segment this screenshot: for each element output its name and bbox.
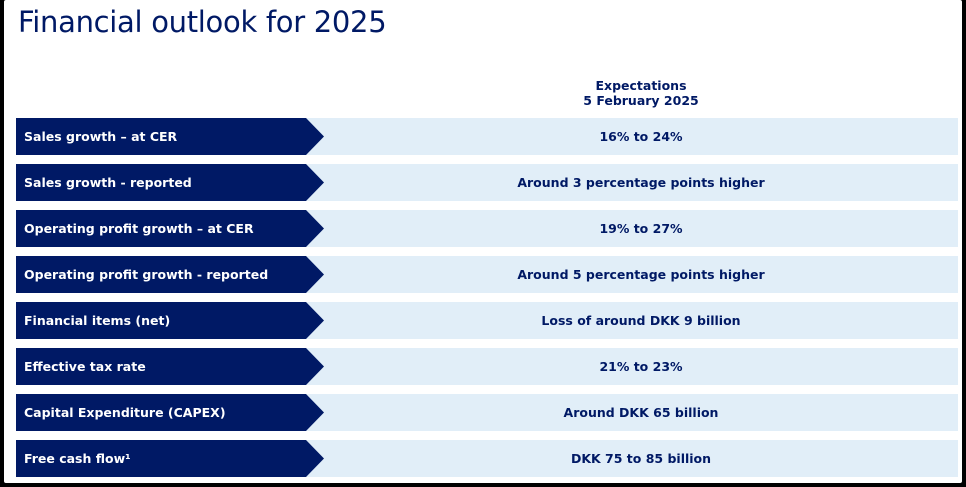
row-value: Loss of around DKK 9 billion	[541, 313, 741, 328]
table-row: Capital Expenditure (CAPEX) Around DKK 6…	[16, 394, 958, 431]
table-row: Sales growth - reported Around 3 percent…	[16, 164, 958, 201]
row-label-arrow: Operating profit growth - reported	[16, 256, 324, 293]
column-header: Expectations 5 February 2025	[324, 78, 958, 108]
arrow-shape-icon	[16, 164, 324, 201]
arrow-shape-icon	[16, 348, 324, 385]
row-value: Around 5 percentage points higher	[517, 267, 765, 282]
row-label: Capital Expenditure (CAPEX)	[24, 405, 226, 420]
arrow-shape-icon	[16, 440, 324, 477]
row-label-arrow: Sales growth – at CER	[16, 118, 324, 155]
row-label: Effective tax rate	[24, 359, 146, 374]
arrow-shape-icon	[16, 394, 324, 431]
table-row: Effective tax rate 21% to 23%	[16, 348, 958, 385]
arrow-shape-icon	[16, 302, 324, 339]
row-label-arrow: Operating profit growth – at CER	[16, 210, 324, 247]
row-label: Operating profit growth – at CER	[24, 221, 254, 236]
table-row: Operating profit growth – at CER 19% to …	[16, 210, 958, 247]
arrow-shape-icon	[16, 256, 324, 293]
row-value: Around DKK 65 billion	[563, 405, 719, 420]
row-label-arrow: Free cash flow¹	[16, 440, 324, 477]
row-label: Sales growth – at CER	[24, 129, 178, 144]
row-label: Financial items (net)	[24, 313, 171, 328]
row-value: DKK 75 to 85 billion	[570, 451, 712, 466]
slide: Financial outlook for 2025 Expectations …	[4, 0, 962, 483]
arrow-shape-icon	[16, 210, 324, 247]
row-label: Operating profit growth - reported	[24, 267, 269, 282]
row-label-arrow: Sales growth - reported	[16, 164, 324, 201]
column-header-line2: 5 February 2025	[583, 93, 699, 108]
table-row: Financial items (net) Loss of around DKK…	[16, 302, 958, 339]
row-value: Around 3 percentage points higher	[517, 175, 765, 190]
row-label-arrow: Effective tax rate	[16, 348, 324, 385]
arrow-shape-icon	[16, 118, 324, 155]
row-label: Sales growth - reported	[24, 175, 192, 190]
row-value: 21% to 23%	[599, 359, 683, 374]
row-label-arrow: Capital Expenditure (CAPEX)	[16, 394, 324, 431]
table-row: Sales growth – at CER 16% to 24%	[16, 118, 958, 155]
row-value: 16% to 24%	[599, 129, 683, 144]
table-row: Free cash flow¹ DKK 75 to 85 billion	[16, 440, 958, 477]
row-label: Free cash flow¹	[24, 451, 131, 466]
row-label-arrow: Financial items (net)	[16, 302, 324, 339]
row-value: 19% to 27%	[599, 221, 683, 236]
page-title: Financial outlook for 2025	[18, 5, 387, 39]
column-header-line1: Expectations	[595, 78, 687, 93]
table-row: Operating profit growth - reported Aroun…	[16, 256, 958, 293]
